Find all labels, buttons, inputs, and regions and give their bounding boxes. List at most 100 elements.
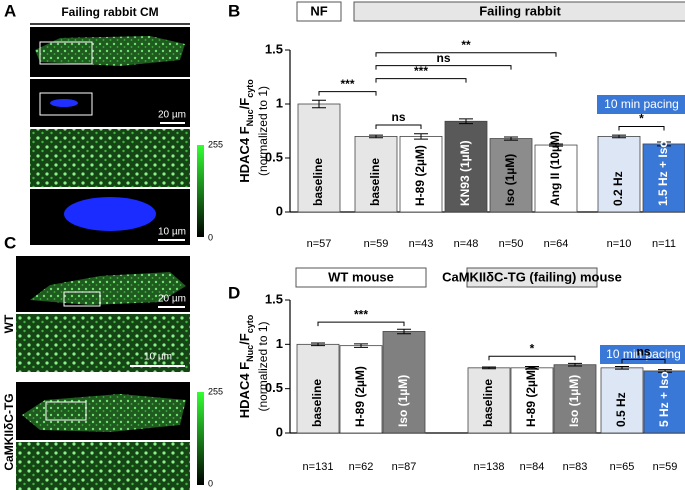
group-label: WT mouse xyxy=(328,269,394,284)
n-label: n=10 xyxy=(607,238,632,250)
row-label: WT xyxy=(2,314,16,333)
error-bar xyxy=(549,143,563,147)
panel-title: Failing rabbit CM xyxy=(61,5,158,19)
n-label: n=64 xyxy=(544,238,569,250)
bar xyxy=(597,135,641,213)
error-bar xyxy=(615,366,629,370)
error-bar xyxy=(397,328,411,335)
y-tick-label: 1.5 xyxy=(265,41,283,56)
error-bar xyxy=(482,366,496,370)
bar-label: KN93 (1µM) xyxy=(458,140,472,206)
nucleus xyxy=(50,99,78,107)
n-label: n=50 xyxy=(499,238,524,250)
y-axis-label-part: /F xyxy=(237,98,252,110)
y-axis-label-part: /F xyxy=(237,333,252,345)
bar-label: Iso (1µM) xyxy=(567,375,581,427)
bar xyxy=(534,144,578,213)
micrograph xyxy=(16,442,190,490)
y-tick-label: 1.5 xyxy=(265,291,283,306)
sig-label: * xyxy=(530,341,535,355)
colorbar xyxy=(197,392,204,485)
n-label: n=59 xyxy=(364,238,389,250)
error-bar xyxy=(354,343,368,348)
n-label: n=83 xyxy=(563,461,588,473)
sig-label: ns xyxy=(436,51,450,65)
y-tick-label: 1 xyxy=(276,95,283,110)
bar xyxy=(382,331,426,434)
sig-label: ns xyxy=(636,345,650,359)
sig-label: *** xyxy=(414,64,428,78)
panel-c: C 20 µm 10 µm WT CaMKIIδC-TG 255 0 xyxy=(2,233,223,490)
n-label: n=57 xyxy=(307,238,332,250)
sig-label: ns xyxy=(391,110,405,124)
panel-letter: D xyxy=(228,283,240,302)
group-box xyxy=(296,1,342,22)
error-bar xyxy=(612,134,626,139)
n-label: n=59 xyxy=(653,461,678,473)
bar-label: 0.5 Hz xyxy=(614,392,628,427)
colorbar-label: 255 xyxy=(208,386,223,396)
y-axis-label-part: Nuc xyxy=(245,109,255,126)
bar-label: Iso (1µM) xyxy=(396,375,410,427)
colorbar-label: 255 xyxy=(208,139,223,149)
y-axis-label: HDAC4 FNuc/Fcyto xyxy=(237,314,255,418)
error-bar xyxy=(568,362,582,367)
group-label: Failing rabbit xyxy=(479,3,561,18)
panel-letter: C xyxy=(4,233,16,252)
sig-bracket xyxy=(375,78,467,83)
error-bar xyxy=(414,133,428,140)
pacing-label: 10 min pacing xyxy=(606,347,681,361)
pacing-label: 10 min pacing xyxy=(604,97,679,111)
bar xyxy=(399,135,443,213)
y-axis-label-part: HDAC4 F xyxy=(237,126,252,182)
bar xyxy=(339,345,383,434)
group-box xyxy=(466,267,598,288)
scale-label: 10 µm xyxy=(158,227,186,238)
micrograph xyxy=(16,314,190,372)
bar xyxy=(642,143,685,213)
sig-label: * xyxy=(639,112,644,126)
bar xyxy=(600,367,644,434)
n-label: n=138 xyxy=(474,461,505,473)
colorbar xyxy=(197,145,204,237)
sig-bracket xyxy=(375,52,557,57)
group-label: NF xyxy=(310,3,327,18)
n-label: n=48 xyxy=(454,238,479,250)
bar-label: 1.5 Hz + Iso xyxy=(656,140,670,206)
panel-letter: B xyxy=(228,1,240,20)
roi xyxy=(63,291,101,307)
sig-label: *** xyxy=(354,307,368,321)
bar xyxy=(354,135,398,213)
n-label: n=84 xyxy=(520,461,545,473)
bar xyxy=(510,367,554,434)
nucleus xyxy=(64,197,156,231)
cell xyxy=(22,394,186,432)
error-bar xyxy=(658,369,672,373)
sig-bracket xyxy=(488,355,576,361)
panel-letter: A xyxy=(4,1,16,20)
y-axis-label: HDAC4 FNuc/Fcyto xyxy=(237,79,255,183)
error-bar xyxy=(459,118,473,125)
colorbar-label: 0 xyxy=(208,232,213,242)
group-box xyxy=(295,267,427,288)
y-tick-label: 1 xyxy=(276,336,283,351)
bar xyxy=(489,138,533,213)
y-tick-label: 0 xyxy=(276,203,283,218)
sig-bracket xyxy=(318,91,377,96)
error-bar xyxy=(525,366,539,370)
colorbar-label: 0 xyxy=(208,478,213,488)
pacing-box xyxy=(597,95,685,114)
n-label: n=131 xyxy=(303,461,334,473)
n-label: n=11 xyxy=(652,238,676,250)
group-box xyxy=(353,1,685,22)
cell xyxy=(30,272,186,305)
y-tick-label: 0.5 xyxy=(265,380,283,395)
n-label: n=65 xyxy=(610,461,635,473)
roi xyxy=(39,41,93,65)
y-axis-label-part: HDAC4 F xyxy=(237,362,252,418)
bar-label: H-89 (2µM) xyxy=(413,145,427,206)
bar xyxy=(467,367,511,434)
bar-label: 0.2 Hz xyxy=(611,171,625,206)
y-axis-label-part: Nuc xyxy=(245,345,255,362)
